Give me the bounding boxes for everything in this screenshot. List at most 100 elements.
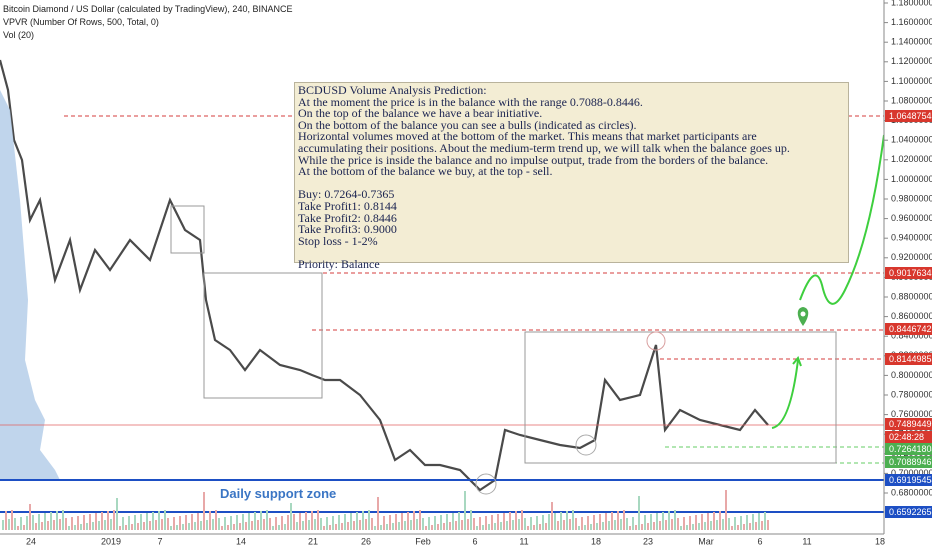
volume-bar: [710, 521, 712, 530]
volume-bar: [191, 514, 193, 530]
volume-bar: [398, 522, 400, 530]
time-label: 14: [236, 536, 246, 546]
volume-bar: [599, 514, 601, 530]
volume-bar: [443, 523, 445, 530]
volume-bar: [5, 511, 7, 530]
volume-bar: [497, 514, 499, 530]
volume-bar: [581, 517, 583, 530]
price-badge: [885, 267, 932, 279]
volume-bar: [203, 492, 205, 530]
note-line: On the bottom of the balance you can see…: [298, 117, 637, 132]
forecast-arrow: [799, 134, 885, 305]
time-label: 7: [157, 536, 162, 546]
volume-bar: [254, 512, 256, 530]
volume-bar: [602, 522, 604, 530]
volume-bar: [269, 518, 271, 530]
volume-bar: [665, 520, 667, 530]
volume-bar: [155, 520, 157, 530]
volume-bar: [224, 517, 226, 530]
volume-bar: [641, 524, 643, 530]
volume-bar: [704, 522, 706, 530]
volume-bar: [575, 518, 577, 530]
volume-bar: [92, 522, 94, 530]
volume-bar: [506, 521, 508, 530]
volume-bar: [455, 521, 457, 530]
volume-bar: [50, 512, 52, 530]
volume-bar: [380, 525, 382, 530]
volume-bar: [71, 517, 73, 530]
volume-bar: [734, 517, 736, 530]
volume-bar: [467, 519, 469, 530]
volume-bar: [371, 518, 373, 530]
volume-bar: [752, 514, 754, 530]
volume-bar: [479, 517, 481, 530]
volume-bar: [494, 523, 496, 530]
time-label: 18: [875, 536, 885, 546]
volume-bar: [242, 514, 244, 530]
volume-bar: [122, 517, 124, 530]
price-badge-label: 0.70889467: [889, 457, 932, 467]
volume-bar: [146, 513, 148, 530]
volume-bar: [395, 514, 397, 530]
volume-bar: [638, 496, 640, 530]
volume-bar: [764, 512, 766, 530]
volume-bar: [200, 521, 202, 530]
volume-bar: [653, 522, 655, 530]
volume-bar: [53, 520, 55, 530]
range-box: [203, 272, 323, 399]
volume-bar: [245, 522, 247, 530]
volume-bar: [452, 513, 454, 530]
volume-bar: [197, 513, 199, 530]
volume-bar: [65, 518, 67, 530]
volume-bar: [428, 517, 430, 530]
chart-title: Bitcoin Diamond / US Dollar (calculated …: [3, 4, 293, 14]
volume-bar: [290, 503, 292, 530]
volume-bar: [35, 523, 37, 530]
volume-bar: [185, 515, 187, 530]
price-label: 0.68000000: [891, 487, 932, 497]
volume-bar: [509, 512, 511, 530]
volume-bar: [650, 514, 652, 530]
volume-bar: [287, 515, 289, 530]
price-badge: [885, 323, 932, 335]
time-label: 2019: [101, 536, 121, 546]
volume-bar: [89, 514, 91, 530]
volume-bar: [524, 518, 526, 530]
volume-bar: [227, 525, 229, 530]
note-line: Take Profit1: 0.8144: [298, 198, 397, 213]
volume-bar: [620, 519, 622, 530]
volume-bar: [188, 523, 190, 530]
volume-bar: [728, 518, 730, 530]
volume-bar: [167, 518, 169, 530]
price-badge-label: 1.06487545: [889, 111, 932, 121]
volume-bar: [101, 512, 103, 530]
note-line: While the price is inside the balance an…: [298, 152, 769, 167]
volume-bar: [248, 513, 250, 530]
price-badge-label: 0.90176345: [889, 268, 932, 278]
range-box: [524, 331, 837, 464]
price-label: 1.12000000: [891, 56, 932, 66]
volume-bar: [569, 519, 571, 530]
volume-bar: [722, 519, 724, 530]
volume-bar: [8, 519, 10, 530]
volume-bar: [236, 515, 238, 530]
volume-bar: [515, 511, 517, 530]
volume-profile: [0, 90, 60, 480]
volume-bar: [182, 524, 184, 530]
volume-bar: [152, 512, 154, 530]
volume-bar: [512, 520, 514, 530]
volume-bar: [542, 515, 544, 530]
note-line: Take Profit2: 0.8446: [298, 210, 397, 225]
volume-bar: [278, 525, 280, 530]
volume-bar: [383, 516, 385, 530]
volume-bar: [365, 519, 367, 530]
range-box: [170, 205, 205, 254]
volume-bar: [311, 511, 313, 530]
price-label: 1.16000000: [891, 17, 932, 27]
volume-bar: [107, 511, 109, 530]
volume-bar: [86, 523, 88, 530]
volume-bar: [251, 521, 253, 530]
